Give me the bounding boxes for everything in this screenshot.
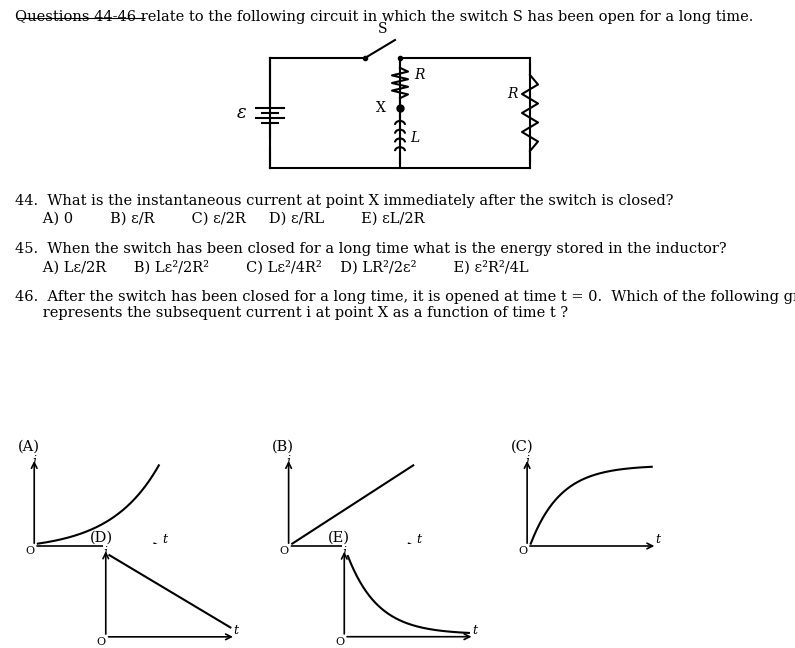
Text: t: t [472,624,477,637]
Text: i: i [343,546,347,559]
Text: O: O [97,637,106,647]
Text: O: O [335,637,344,647]
Text: R: R [414,69,425,82]
Text: O: O [280,546,289,556]
Text: R: R [507,87,518,101]
Text: i: i [287,456,291,469]
Text: represents the subsequent current i at point X as a function of time t ?: represents the subsequent current i at p… [15,306,568,320]
Text: i: i [33,456,37,469]
Text: i: i [104,546,108,559]
Text: S: S [378,22,387,36]
Text: t: t [655,533,660,546]
Text: t: t [417,533,421,546]
Text: t: t [234,624,238,637]
Text: (D): (D) [89,530,113,544]
Text: O: O [518,546,527,556]
Text: Questions 44-46 relate to the following circuit in which the switch S has been o: Questions 44-46 relate to the following … [15,10,754,24]
Text: A) 0        B) ε/R        C) ε/2R     D) ε/RL        E) εL/2R: A) 0 B) ε/R C) ε/2R D) ε/RL E) εL/2R [15,212,425,226]
Text: 44.  What is the instantaneous current at point X immediately after the switch i: 44. What is the instantaneous current at… [15,194,673,208]
Text: (C): (C) [511,439,533,454]
Text: i: i [525,456,529,469]
Text: 45.  When the switch has been closed for a long time what is the energy stored i: 45. When the switch has been closed for … [15,242,727,256]
Text: t: t [162,533,167,546]
Text: 46.  After the switch has been closed for a long time, it is opened at time t = : 46. After the switch has been closed for… [15,290,795,304]
Text: O: O [25,546,34,556]
Text: X: X [376,101,386,115]
Text: L: L [410,131,419,145]
Text: (B): (B) [272,439,294,454]
Text: ε: ε [237,104,246,122]
Text: (E): (E) [328,530,350,544]
Text: A) Lε/2R      B) Lε²/2R²        C) Lε²/4R²    D) LR²/2ε²        E) ε²R²/4L: A) Lε/2R B) Lε²/2R² C) Lε²/4R² D) LR²/2ε… [15,260,529,274]
Text: (A): (A) [17,439,40,454]
